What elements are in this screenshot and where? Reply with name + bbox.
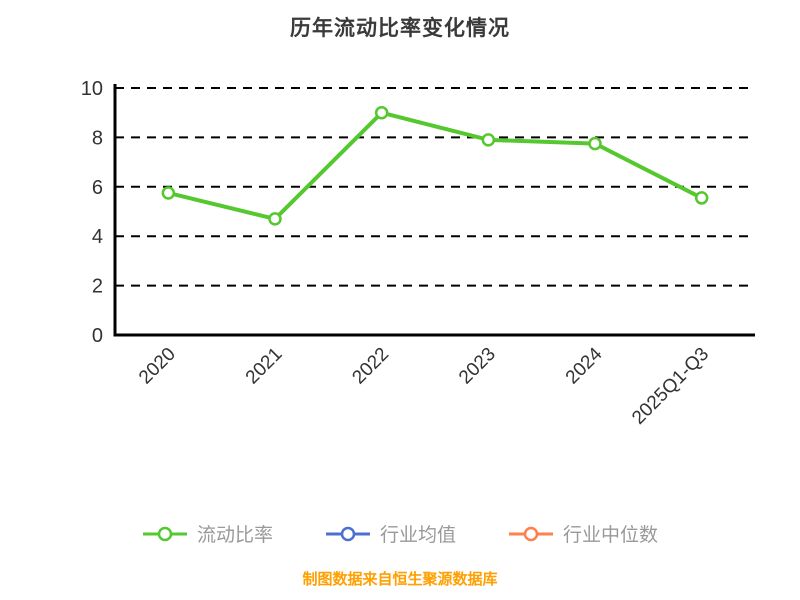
- x-tick-label: 2024: [562, 343, 607, 388]
- x-tick-label: 2021: [242, 344, 287, 389]
- legend-item-current-ratio: 流动比率: [142, 520, 273, 547]
- data-point-marker: [374, 105, 389, 120]
- legend-marker-icon: [509, 526, 553, 541]
- legend-item-industry-mean: 行业均值: [325, 520, 456, 547]
- data-point-marker: [481, 133, 496, 147]
- y-tick-label: 0: [92, 325, 103, 347]
- x-tick-label: 2023: [455, 344, 500, 389]
- y-tick-label: 10: [81, 78, 103, 100]
- legend-label: 行业中位数: [563, 525, 659, 546]
- legend-marker-icon: [142, 526, 187, 541]
- chart-title: 历年流动比率变化情况: [290, 17, 510, 40]
- legend-label: 行业均值: [379, 525, 456, 546]
- y-tick-label: 4: [92, 226, 103, 248]
- legend-item-industry-median: 行业中位数: [508, 520, 658, 547]
- data-source-note: 制图数据来自恒生聚源数据库: [302, 571, 498, 588]
- legend-marker-icon: [325, 526, 370, 541]
- x-tick-label: 2022: [348, 344, 393, 389]
- series-line-current-ratio: [166, 110, 704, 221]
- chart-legend: 流动比率 行业均值 行业中位数: [0, 520, 800, 547]
- y-tick-label: 6: [92, 177, 103, 199]
- y-tick-label: 2: [92, 276, 103, 298]
- legend-label: 流动比率: [196, 525, 273, 546]
- line-plot-canvas: 0 2 4 6 8 10 2020 2021 2022 2023 2024 2025Q1-Q3: [81, 78, 755, 429]
- data-point-marker: [694, 191, 709, 205]
- x-tick-label: 2020: [135, 344, 180, 389]
- y-tick-label: 8: [92, 127, 103, 149]
- data-point-marker: [268, 212, 282, 226]
- x-tick-label: 2025Q1-Q3: [628, 344, 713, 429]
- data-point-marker: [161, 186, 176, 200]
- data-point-marker: [588, 136, 602, 151]
